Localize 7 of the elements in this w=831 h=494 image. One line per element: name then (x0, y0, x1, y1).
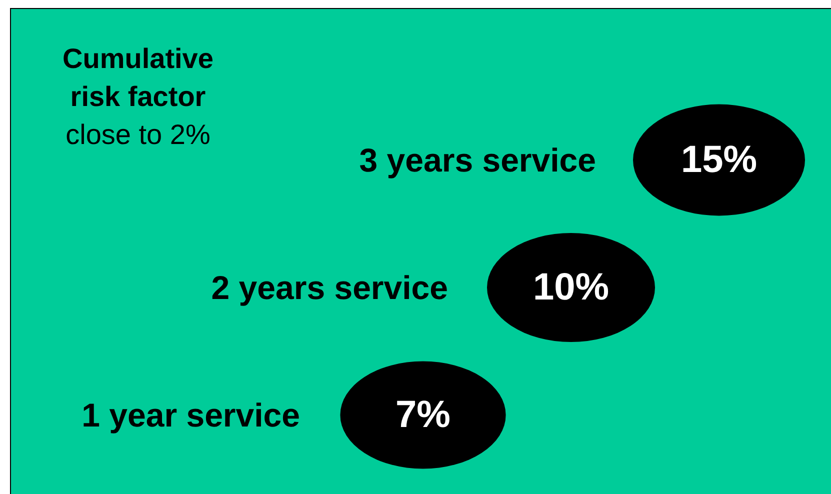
category-label: 1 year service (82, 396, 300, 434)
category-label: 2 years service (211, 269, 448, 306)
text: close to 2% (66, 119, 210, 150)
category-label: 3 years service (359, 142, 596, 178)
data-label: 15% (680, 139, 758, 181)
data-label: 10% (532, 266, 610, 308)
data-label: 7% (396, 394, 450, 436)
